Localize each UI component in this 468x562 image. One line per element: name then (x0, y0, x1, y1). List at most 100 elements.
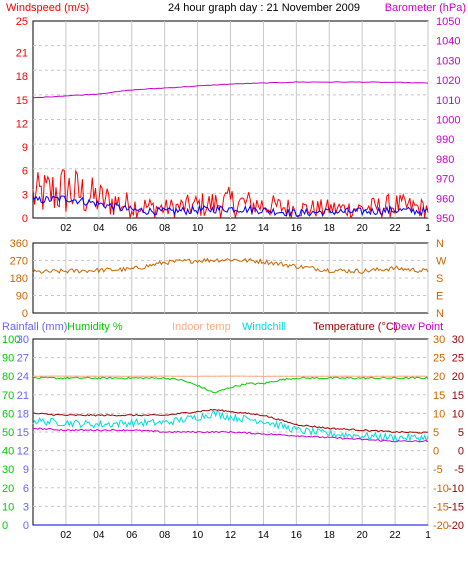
direction-compass-tick-label: E (436, 291, 443, 303)
windspeed-tick-label: 9 (22, 142, 28, 154)
barometer-tick-label: 1040 (436, 36, 460, 48)
temp-panel-x-tick-label: 02 (60, 530, 72, 541)
temp-panel-x-tick-label: 08 (159, 530, 171, 541)
temperature-outer-tick-label: 10 (452, 408, 464, 420)
wind-panel-x-tick-label: 18 (324, 223, 336, 234)
temp-panel-x-tick-label: 1 (425, 530, 431, 541)
rainfall-tick-label: 9 (23, 464, 29, 476)
temp-panel-x-tick-label: 22 (390, 530, 402, 541)
barometer-tick-label: 1030 (436, 55, 460, 67)
barometer-tick-label: 1010 (436, 95, 460, 107)
temperature-outer-tick-label: -20 (448, 520, 464, 532)
rainfall-tick-label: 15 (17, 427, 29, 439)
windspeed-tick-label: 12 (16, 118, 28, 130)
temperature-inner-tick-label: -20 (433, 520, 449, 532)
wind-panel-x-tick-label: 10 (192, 223, 204, 234)
barometer-tick-label: 990 (436, 134, 454, 146)
temperature-outer-tick-label: -15 (448, 501, 464, 513)
temp-panel-x-tick-label: 10 (192, 530, 204, 541)
humidity-tick-label: 80 (2, 371, 14, 383)
humidity-tick-label: 0 (2, 520, 8, 532)
legend-temperature: Temperature (°C) (313, 321, 397, 333)
wind-panel-x-tick-label: 14 (258, 223, 270, 234)
barometer-tick-label: 1050 (436, 16, 460, 28)
windspeed-tick-label: 6 (22, 166, 28, 178)
barometer-axis-label: Barometer (hPa) (385, 2, 466, 14)
humidity-tick-label: 30 (2, 464, 14, 476)
temperature-outer-tick-label: -10 (448, 483, 464, 495)
direction-degrees-tick-label: 360 (10, 238, 28, 250)
direction-compass-tick-label: S (436, 273, 443, 285)
direction-degrees-tick-label: 180 (10, 273, 28, 285)
temperature-inner-tick-label: 25 (433, 353, 445, 365)
direction-compass-tick-label: N (436, 308, 444, 320)
rainfall-tick-label: 18 (17, 408, 29, 420)
temperature-outer-tick-label: 15 (452, 390, 464, 402)
temperature-outer-tick-label: 30 (452, 334, 464, 346)
temp-panel-x-tick-label: 04 (93, 530, 105, 541)
temperature-inner-tick-label: -15 (433, 501, 449, 513)
legend-humidity: Humidity % (67, 321, 123, 333)
windspeed-tick-label: 18 (16, 71, 28, 83)
humidity-tick-label: 10 (2, 501, 14, 513)
windspeed-tick-label: 21 (16, 48, 28, 60)
legend-dewpoint: Dew Point (393, 321, 443, 333)
wind-panel-x-tick-label: 22 (390, 223, 402, 234)
windspeed-tick-label: 0 (22, 213, 28, 225)
windspeed-axis-label: Windspeed (m/s) (6, 2, 89, 14)
temperature-inner-tick-label: -10 (433, 483, 449, 495)
temp-panel-x-tick-label: 14 (258, 530, 270, 541)
humidity-tick-label: 70 (2, 390, 14, 402)
wind-panel-x-tick-label: 12 (225, 223, 237, 234)
barometer-tick-label: 950 (436, 213, 454, 225)
humidity-tick-label: 50 (2, 427, 14, 439)
direction-degrees-tick-label: 0 (22, 308, 28, 320)
temp-panel-x-tick-label: 12 (225, 530, 237, 541)
temp-panel-x-tick-label: 20 (357, 530, 369, 541)
direction-degrees-tick-label: 90 (16, 291, 28, 303)
temperature-outer-tick-label: 25 (452, 353, 464, 365)
humidity-tick-label: 40 (2, 446, 14, 458)
rainfall-tick-label: 24 (17, 371, 29, 383)
wind-panel-x-tick-label: 02 (60, 223, 72, 234)
wind-panel-x-tick-label: 08 (159, 223, 171, 234)
wind-panel-x-tick-label: 20 (357, 223, 369, 234)
temp-panel-x-tick-label: 16 (291, 530, 303, 541)
graph-title: 24 hour graph day : 21 November 2009 (168, 2, 360, 14)
rainfall-tick-label: 0 (23, 520, 29, 532)
humidity-tick-label: 20 (2, 483, 14, 495)
temperature-inner-tick-label: 5 (433, 427, 439, 439)
wind-panel-x-tick-label: 06 (126, 223, 138, 234)
temperature-inner-tick-label: 0 (433, 446, 439, 458)
temperature-outer-tick-label: 0 (458, 446, 464, 458)
barometer-tick-label: 970 (436, 174, 454, 186)
temp-panel-x-tick-label: 18 (324, 530, 336, 541)
windspeed-tick-label: 3 (22, 189, 28, 201)
temperature-inner-tick-label: 10 (433, 408, 445, 420)
barometer-tick-label: 980 (436, 154, 454, 166)
temperature-inner-tick-label: 30 (433, 334, 445, 346)
barometer-tick-label: 960 (436, 193, 454, 205)
temperature-outer-tick-label: 5 (458, 427, 464, 439)
humidity-tick-label: 60 (2, 408, 14, 420)
rainfall-tick-label: 27 (17, 353, 29, 365)
temperature-inner-tick-label: 20 (433, 371, 445, 383)
direction-degrees-tick-label: 270 (10, 256, 28, 268)
rainfall-tick-label: 30 (17, 334, 29, 346)
temperature-outer-tick-label: 20 (452, 371, 464, 383)
wind-panel-x-tick-label: 1 (425, 223, 431, 234)
legend-windchill: Windchill (242, 321, 286, 333)
temperature-inner-tick-label: 15 (433, 390, 445, 402)
direction-compass-tick-label: W (436, 256, 447, 268)
rainfall-tick-label: 12 (17, 446, 29, 458)
plot-layer: 0369121518212595096097098099010001010102… (2, 16, 464, 541)
legend-indoor: Indoor temp (172, 321, 231, 333)
barometer-tick-label: 1000 (436, 115, 460, 127)
rainfall-tick-label: 21 (17, 390, 29, 402)
rainfall-tick-label: 3 (23, 501, 29, 513)
humidity-tick-label: 90 (2, 353, 14, 365)
windspeed-tick-label: 25 (16, 16, 28, 28)
direction-compass-tick-label: N (436, 238, 444, 250)
